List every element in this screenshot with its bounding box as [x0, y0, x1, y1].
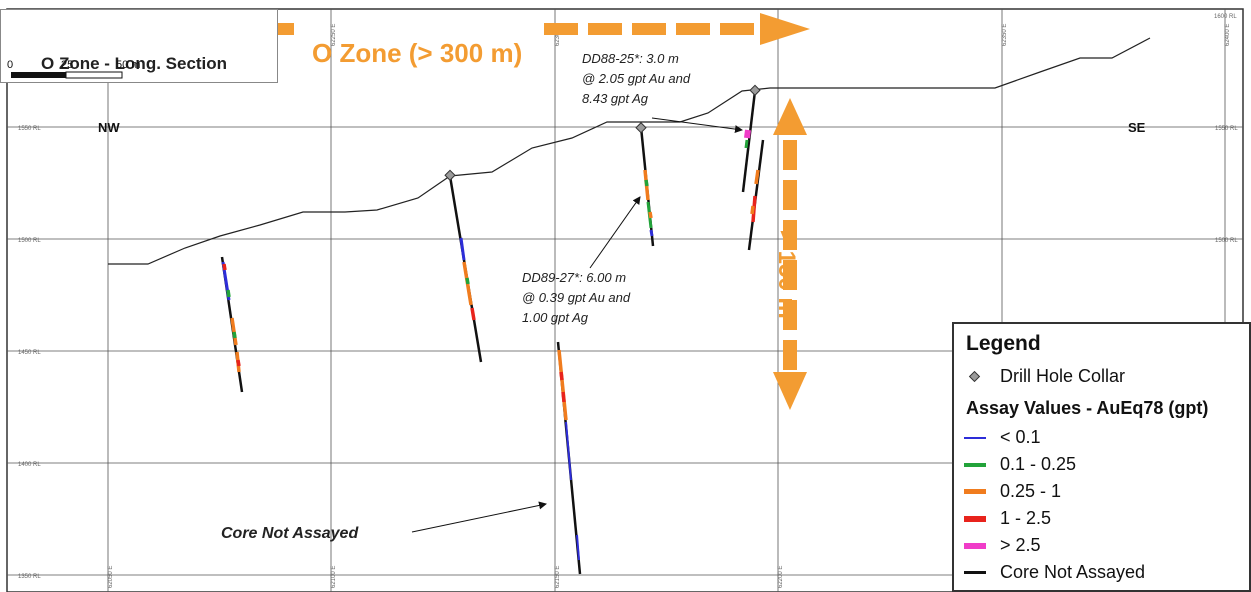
legend-item-label: < 0.1: [1000, 427, 1041, 447]
rl-label-1600: 1600 RL: [1214, 14, 1237, 20]
rl-label-1500-right: 1500 RL: [1215, 238, 1238, 244]
legend-swatch: [964, 542, 986, 549]
rl-label-1500: 1500 RL: [18, 238, 41, 244]
annotation-dd88-line1: DD88-25*: 3.0 m: [582, 51, 679, 66]
legend-collar-label: Drill Hole Collar: [1000, 366, 1126, 386]
easting-label-7: 62350 E: [1002, 24, 1008, 46]
leader-dd88: [651, 117, 743, 134]
legend-item-label: > 2.5: [1000, 535, 1041, 555]
scale-tick-50: 50 m: [116, 59, 140, 71]
direction-nw: NW: [98, 120, 120, 135]
legend-heading: Legend: [966, 332, 1041, 355]
annotation-dd89-line2: @ 0.39 gpt Au and: [522, 290, 631, 305]
annotation-dd88-line2: @ 2.05 gpt Au and: [582, 71, 691, 86]
annotation-dd89-line3: 1.00 gpt Ag: [522, 310, 589, 325]
section-frame: [6, 8, 1244, 592]
scale-tick-25: 25: [61, 59, 73, 71]
drill-hole-e: [741, 90, 757, 193]
annotation-dd89-27: DD89-27*: 6.00 m @ 0.39 gpt Au and 1.00 …: [522, 268, 630, 328]
collar-marker: [749, 84, 761, 96]
rl-label-1400: 1400 RL: [18, 462, 41, 468]
easting-label-1: 62050 E: [108, 566, 114, 588]
vertical-dimension-label: > 150 m: [773, 230, 800, 319]
legend-assay-heading: Assay Values - AuEq78 (gpt): [966, 398, 1209, 418]
section-title: O Zone - Long. Section: [41, 54, 228, 73]
legend-item: > 2.5: [964, 535, 1041, 556]
easting-label-2: 62100 E: [331, 566, 337, 588]
drill-hole-d: [556, 341, 582, 575]
horizontal-dimension-label: O Zone (> 300 m): [312, 38, 523, 68]
legend-item: 0.25 - 1: [964, 481, 1061, 502]
legend-item: 0.1 - 0.25: [964, 454, 1076, 475]
legend-swatch: [964, 462, 986, 467]
topography-line: [108, 37, 1151, 265]
annotation-dd88-line3: 8.43 gpt Ag: [582, 91, 649, 106]
collars: [444, 84, 761, 181]
rl-label-1450: 1450 RL: [18, 350, 41, 356]
legend-swatch: [964, 489, 986, 494]
legend: Legend Drill Hole Collar Assay Values - …: [952, 322, 1251, 592]
rl-label-1550: 1550 RL: [18, 126, 41, 132]
scale-bar: 0 25 50 m: [7, 59, 140, 79]
leader-core-not-assayed: [411, 501, 547, 533]
easting-label-8: 62400 E: [1225, 24, 1231, 46]
drill-hole-a: [220, 256, 244, 393]
legend-swatch: [964, 436, 986, 439]
legend-item: < 0.1: [964, 427, 1041, 448]
drill-hole-c: [639, 126, 655, 247]
collar-marker: [444, 169, 456, 181]
title-box: O Zone - Long. Section 0 25 50 m: [0, 9, 278, 83]
rl-label-1550-right: 1550 RL: [1215, 126, 1238, 132]
drill-holes: [220, 90, 765, 575]
direction-se: SE: [1128, 120, 1146, 135]
legend-item: Core Not Assayed: [964, 562, 1145, 583]
collar-diamond-icon: [968, 370, 981, 382]
drill-hole-f: [747, 139, 765, 251]
collar-marker: [635, 122, 647, 134]
legend-item: 1 - 2.5: [964, 508, 1051, 529]
vertical-dimension-arrow: [773, 98, 807, 410]
rl-label-1350: 1350 RL: [18, 574, 41, 580]
easting-label-5: 62250 E: [331, 24, 337, 46]
legend-swatch: [964, 515, 986, 522]
legend-item-label: 0.25 - 1: [1000, 481, 1062, 501]
easting-label-3: 62150 E: [555, 566, 561, 588]
leader-arrows: [411, 117, 743, 533]
annotation-core-not-assayed: Core Not Assayed: [221, 525, 359, 542]
legend-collar-row: Drill Hole Collar: [964, 366, 1125, 387]
legend-item-label: Core Not Assayed: [1000, 562, 1146, 582]
legend-item-label: 0.1 - 0.25: [1000, 454, 1077, 474]
legend-item-label: 1 - 2.5: [1000, 508, 1052, 528]
easting-label-4: 62200 E: [778, 566, 784, 588]
scale-tick-0: 0: [7, 59, 13, 71]
drill-hole-b: [448, 175, 483, 363]
leader-dd89: [589, 196, 641, 269]
annotation-dd88-25: DD88-25*: 3.0 m @ 2.05 gpt Au and 8.43 g…: [582, 49, 690, 109]
rl-labels: 1550 RL 1550 RL 1500 RL 1500 RL 1450 RL …: [18, 14, 1238, 580]
legend-swatch: [964, 571, 986, 574]
annotation-dd89-line1: DD89-27*: 6.00 m: [522, 270, 627, 285]
